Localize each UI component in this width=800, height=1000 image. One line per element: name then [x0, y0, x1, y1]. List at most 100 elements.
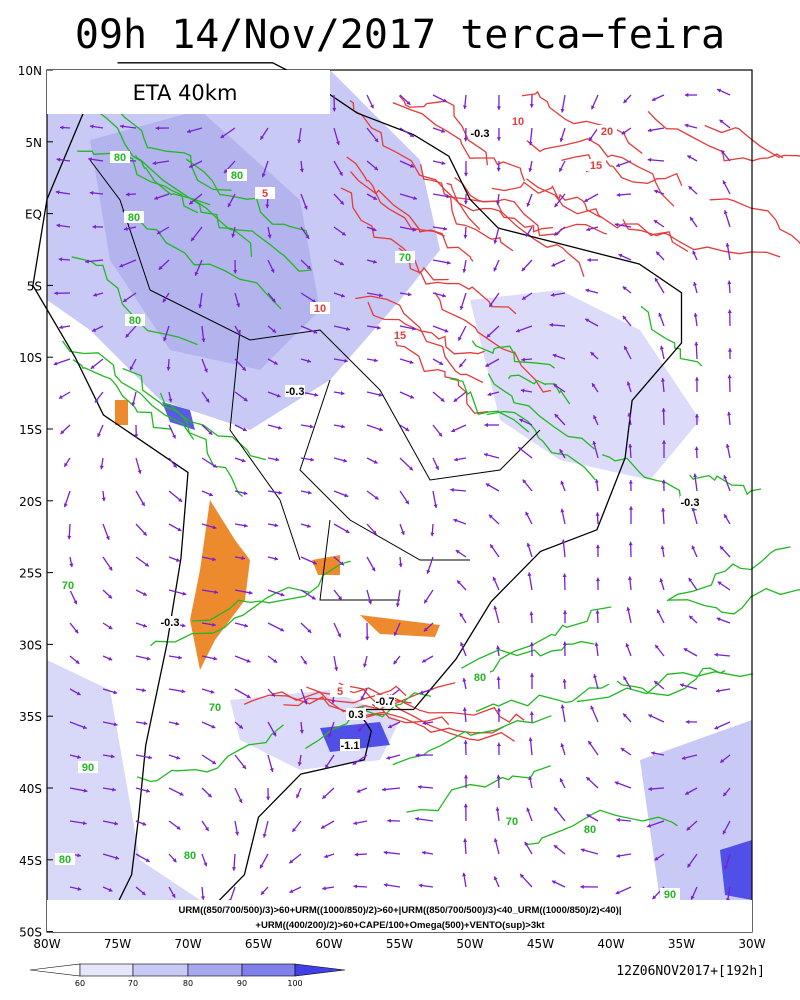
wind-arrowhead	[723, 475, 728, 479]
wind-arrowhead	[438, 432, 442, 437]
wind-arrowhead	[526, 807, 531, 812]
contour-label: 10	[314, 303, 326, 315]
wind-arrowhead	[651, 751, 655, 756]
contour	[159, 392, 243, 497]
wind-arrowhead	[552, 880, 556, 885]
wind-arrowhead	[522, 479, 527, 484]
wind-arrowhead	[388, 724, 393, 729]
wind-arrowhead	[303, 700, 308, 705]
contour-label: 15	[590, 160, 602, 172]
wind-arrowhead	[487, 392, 492, 397]
wind-arrowhead	[405, 500, 409, 505]
wind-arrowhead	[444, 328, 449, 333]
wind-arrowhead	[246, 694, 251, 698]
wind-arrowhead	[592, 441, 597, 445]
wind-arrowhead	[83, 788, 88, 793]
wind-arrowhead	[210, 689, 215, 694]
wind-arrowhead	[462, 678, 467, 682]
wind-arrowhead	[172, 463, 177, 468]
contour-label: 90	[664, 889, 676, 901]
wind-arrowhead	[560, 508, 565, 513]
wind-arrowhead	[625, 643, 630, 648]
wind-arrowhead	[289, 889, 294, 893]
wind-arrowhead	[520, 388, 525, 393]
wind-arrowhead	[152, 161, 157, 166]
wind-arrowhead	[463, 200, 468, 205]
wind-arrowhead	[691, 545, 696, 550]
wind-arrowhead	[554, 414, 559, 418]
wind-arrowhead	[693, 473, 698, 478]
wind-arrowhead	[220, 134, 225, 138]
wind-arrowhead	[614, 781, 619, 786]
contour-label: 80	[114, 152, 126, 164]
contour	[526, 137, 675, 207]
colorbar-label: 70	[128, 979, 138, 988]
wind-arrowhead	[265, 204, 270, 209]
wind-arrowhead	[592, 383, 596, 388]
wind-arrowhead	[623, 676, 627, 681]
wind-arrowhead	[203, 862, 208, 867]
wind-arrowhead	[373, 196, 377, 200]
wind-arrowhead	[373, 459, 378, 464]
wind-arrowhead	[75, 659, 80, 664]
contour-label: 90	[82, 762, 94, 774]
wind-arrowhead	[393, 631, 398, 636]
lon-label: 35W	[668, 937, 695, 951]
wind-arrowhead	[588, 740, 592, 745]
wind-arrowhead	[123, 226, 128, 231]
wind-arrowhead	[528, 737, 533, 741]
wind-arrowhead	[590, 352, 595, 356]
wind-arrowhead	[358, 727, 362, 732]
wind-arrowhead	[580, 884, 584, 889]
legend-line: URM((850/700/500)/3)>60+URM((1000/850)/2…	[178, 905, 621, 916]
wind-arrowhead	[356, 789, 361, 793]
wind-arrowhead	[314, 392, 319, 397]
wind-arrowhead	[587, 257, 591, 263]
wind-arrowhead	[694, 446, 699, 451]
wind-arrowhead	[655, 277, 659, 282]
wind-arrowhead	[374, 166, 378, 171]
wind-arrowhead	[77, 886, 82, 891]
wind-arrowhead	[463, 172, 469, 177]
contour-label: 70	[62, 580, 74, 592]
wind-arrowhead	[527, 572, 532, 577]
wind-arrowhead	[725, 444, 730, 448]
contour	[191, 198, 312, 272]
wind-arrowhead	[395, 603, 400, 607]
wind-arrowhead	[214, 590, 218, 595]
wind-arrowhead	[595, 577, 600, 582]
contour	[434, 291, 552, 393]
contour	[450, 378, 530, 433]
wind-arrowhead	[340, 293, 345, 298]
wind-arrowhead	[484, 422, 488, 428]
wind-arrowhead	[305, 234, 310, 239]
wind-arrowhead	[168, 398, 173, 403]
contour-label-bg	[508, 115, 528, 127]
wind-arrowhead	[108, 656, 113, 661]
wind-arrowhead	[419, 690, 424, 695]
wind-arrowhead	[661, 408, 666, 412]
wind-arrowhead	[616, 192, 621, 197]
contour-label-bg	[470, 127, 490, 139]
wind-arrowhead	[693, 313, 698, 317]
lon-label: 60W	[315, 937, 342, 951]
wind-arrowhead	[233, 270, 238, 274]
lon-label: 80W	[33, 937, 60, 951]
wind-arrowhead	[442, 293, 446, 298]
wind-arrowhead	[722, 180, 727, 185]
wind-arrowhead	[495, 807, 500, 811]
model-label: ETA 40km	[133, 81, 238, 105]
wind-arrowhead	[627, 412, 632, 417]
wind-arrowhead	[374, 495, 379, 500]
contour	[521, 90, 643, 155]
wind-arrowhead	[623, 99, 628, 104]
wind-arrowhead	[327, 733, 332, 738]
wind-arrowhead	[313, 329, 318, 334]
wind-arrowhead	[559, 778, 564, 783]
wind-arrowhead	[340, 391, 345, 396]
wind-arrowhead	[346, 326, 350, 331]
contour	[507, 374, 571, 405]
wind-arrowhead	[371, 567, 376, 572]
wind-arrowhead	[648, 786, 652, 791]
wind-arrowhead	[654, 189, 659, 194]
